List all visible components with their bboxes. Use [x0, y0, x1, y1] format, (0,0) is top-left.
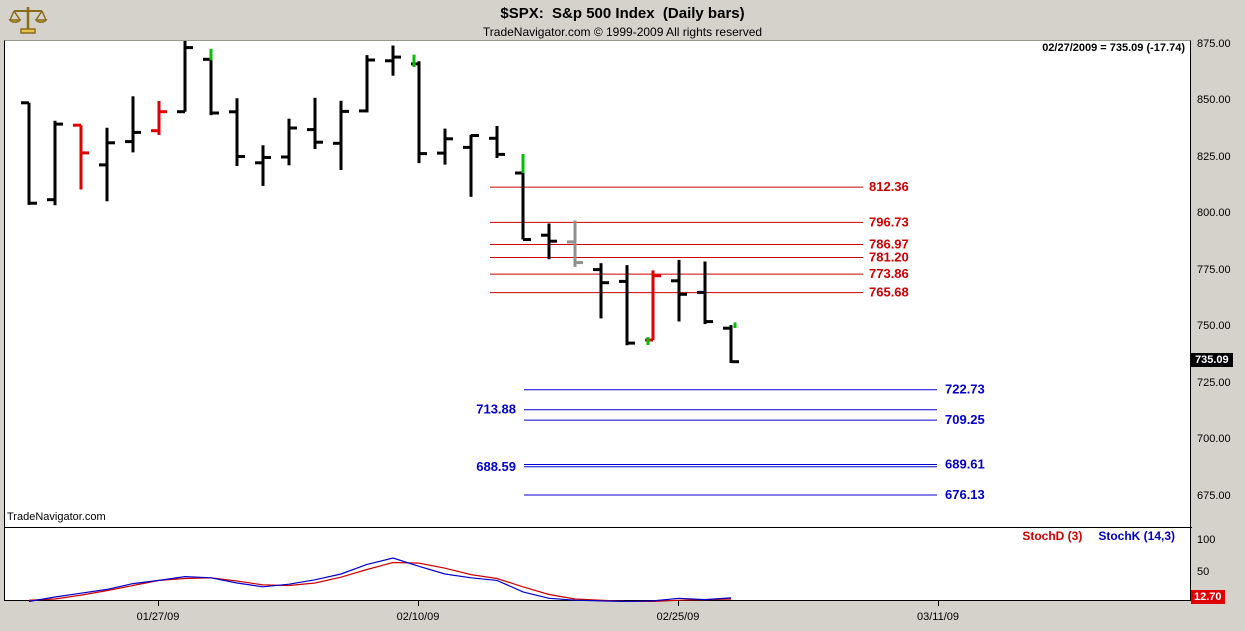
stochastic-chart[interactable]	[5, 528, 1192, 602]
chart-plot-frame: 812.36 796.73 786.97 781.20 773.86 765.68 722.…	[4, 40, 1192, 602]
stoch-axis-label: 50	[1197, 566, 1210, 578]
price-axis-label: 825.00	[1197, 150, 1231, 163]
resistance-label: 765.68	[869, 285, 909, 300]
date-axis: 01/27/09 02/10/09 02/25/09 03/11/09	[0, 601, 1245, 627]
stoch-axis-label: 100	[1197, 534, 1216, 546]
chart-title: $SPX: S&p 500 Index (Daily bars)	[500, 5, 745, 22]
price-axis-label: 700.00	[1197, 433, 1231, 445]
stoch-value-badge: 12.70	[1191, 589, 1225, 604]
date-tick-mark	[158, 601, 159, 606]
resistance-label: 796.73	[869, 214, 909, 229]
stochd-line	[28, 561, 732, 602]
support-label: 709.25	[945, 412, 985, 427]
last-quote-readout: 02/27/2009 = 735.09 (-17.74)	[1042, 42, 1185, 54]
scales-logo-icon	[8, 4, 48, 36]
support-label: 689.61	[945, 457, 985, 472]
stochk-label[interactable]: StochK (14,3)	[1098, 529, 1175, 543]
stochd-label[interactable]: StochD (3)	[1022, 529, 1083, 543]
price-axis-label: 675.00	[1197, 489, 1231, 502]
price-axis-label: 800.00	[1197, 207, 1231, 219]
date-axis-label: 02/25/09	[656, 611, 700, 623]
support-label: 676.13	[945, 487, 985, 502]
price-axis[interactable]: 875.00 850.00 825.00 800.00 775.00 750.00 725.…	[1191, 0, 1245, 631]
last-price-badge: 735.09	[1191, 352, 1233, 367]
date-tick-mark	[938, 601, 939, 606]
date-axis-label: 03/11/09	[916, 611, 960, 623]
support-label: 722.73	[945, 382, 985, 397]
date-tick-mark	[678, 601, 679, 606]
watermark-text: TradeNavigator.com	[7, 511, 106, 523]
resistance-label: 773.86	[869, 266, 909, 281]
stoch-legend: StochD (3) StochK (14,3)	[1022, 529, 1175, 543]
date-tick-mark	[418, 601, 419, 606]
price-axis-label: 775.00	[1197, 263, 1231, 276]
price-axis-label: 850.00	[1197, 94, 1231, 106]
resistance-label: 786.97	[869, 237, 909, 252]
price-axis-label: 725.00	[1197, 376, 1231, 389]
price-axis-label: 875.00	[1197, 37, 1231, 50]
resistance-label: 781.20	[869, 250, 909, 265]
stochk-line	[28, 557, 732, 602]
date-axis-label: 01/27/09	[136, 611, 180, 623]
resistance-label: 812.36	[869, 179, 909, 194]
copyright-text: TradeNavigator.com © 1999-2009 All right…	[482, 25, 763, 39]
support-label: 688.59	[476, 459, 516, 474]
price-axis-label: 750.00	[1197, 320, 1231, 332]
support-label: 713.88	[476, 402, 516, 417]
date-axis-label: 02/10/09	[396, 611, 440, 623]
chart-header: $SPX: S&p 500 Index (Daily bars) TradeNa…	[0, 0, 1245, 40]
